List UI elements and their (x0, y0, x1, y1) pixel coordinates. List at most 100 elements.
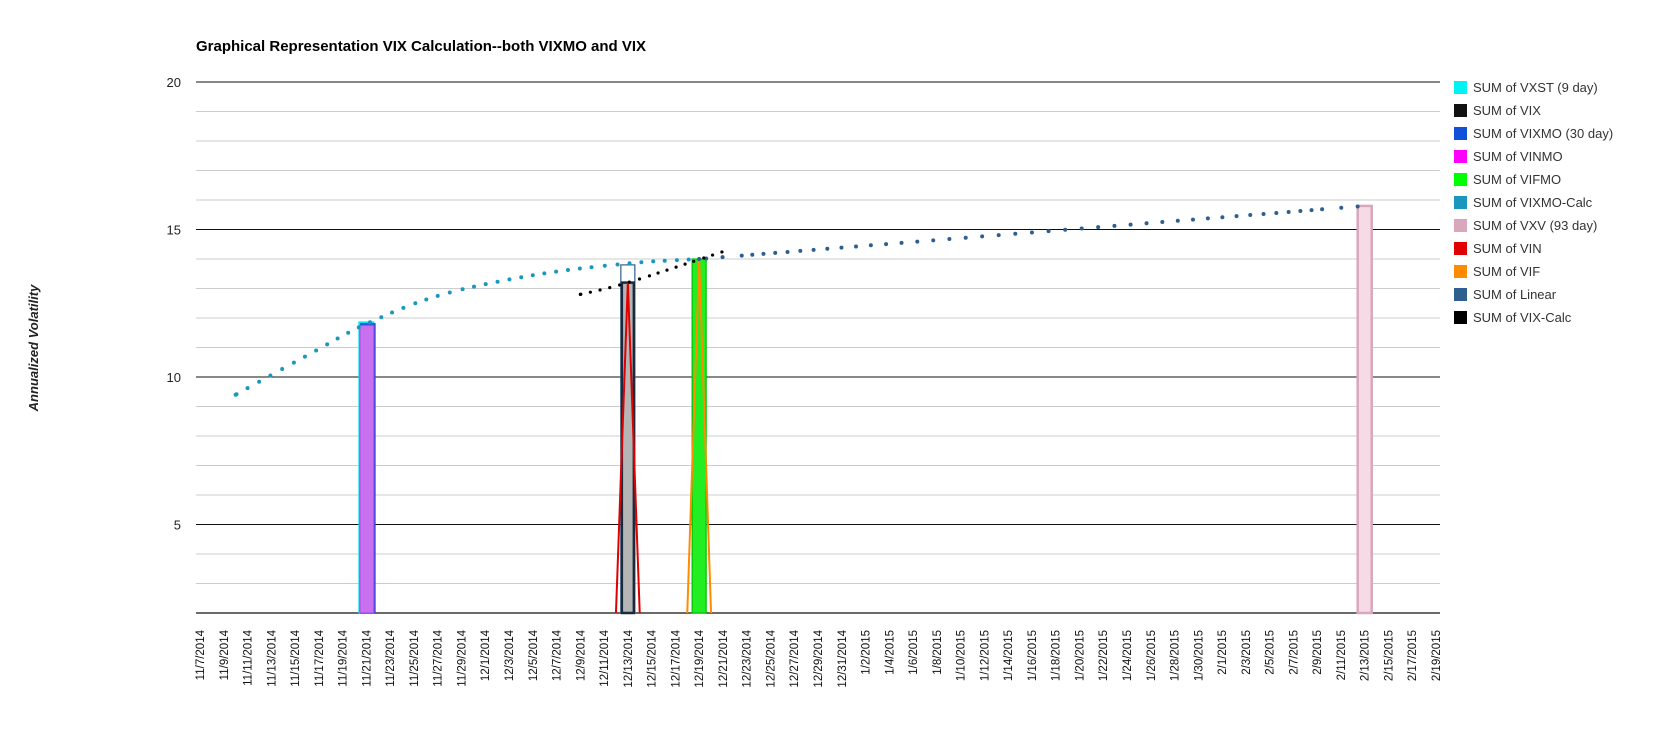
series-point (785, 249, 790, 254)
x-tick-label: 1/16/2015 (1027, 630, 1039, 681)
x-tick-label: 12/3/2014 (504, 629, 516, 681)
legend-label: SUM of VIF (1473, 264, 1540, 279)
series-point (839, 245, 844, 250)
x-tick-label: 1/14/2015 (1003, 630, 1015, 681)
series-point (1309, 208, 1314, 213)
series-point (424, 297, 429, 302)
series-point (1079, 226, 1084, 231)
x-tick-label: 12/27/2014 (789, 629, 801, 687)
x-tick-label: 2/1/2015 (1217, 630, 1229, 675)
series-point (565, 268, 570, 273)
legend-swatch (1454, 81, 1467, 94)
x-tick-label: 11/17/2014 (314, 629, 326, 686)
x-tick-label: 1/30/2015 (1193, 630, 1205, 681)
series-point (530, 273, 535, 278)
legend-label: SUM of VIX-Calc (1473, 310, 1572, 325)
x-tick-label: 12/9/2014 (575, 629, 587, 681)
x-tick-label: 11/11/2014 (243, 629, 255, 685)
series-point (245, 386, 250, 391)
series-point (401, 305, 406, 310)
legend-swatch (1454, 311, 1467, 324)
x-tick-label: 1/10/2015 (956, 630, 968, 681)
legend-label: SUM of VXV (93 day) (1473, 218, 1597, 233)
bars (358, 204, 1373, 615)
legend-label: SUM of VIFMO (1473, 172, 1561, 187)
series-point (720, 250, 724, 254)
x-tick-label: 12/11/2014 (599, 629, 611, 686)
series-point (367, 320, 372, 325)
x-tick-label: 12/1/2014 (480, 629, 492, 681)
series-lines (233, 204, 1360, 614)
series-point (825, 246, 830, 251)
x-tick-label: 11/19/2014 (338, 629, 350, 686)
bar (359, 324, 375, 614)
x-tick-label: 12/13/2014 (623, 629, 635, 687)
series-point (868, 243, 873, 248)
series-point (390, 310, 395, 315)
series-point (627, 261, 632, 266)
x-tick-label: 2/17/2015 (1407, 630, 1419, 681)
series-point (1248, 213, 1253, 218)
bar (691, 258, 707, 614)
series-point (618, 283, 622, 287)
series-point (1128, 222, 1133, 227)
series-point (1190, 217, 1195, 222)
x-tick-label: 11/27/2014 (433, 629, 445, 686)
legend-label: SUM of VIN (1473, 241, 1542, 256)
series-point (608, 286, 612, 290)
series-point (884, 242, 889, 247)
x-tick-label: 2/11/2015 (1336, 630, 1348, 680)
legend-label: SUM of Linear (1473, 287, 1557, 302)
legend-swatch (1454, 288, 1467, 301)
series-point (413, 301, 418, 306)
series-point (346, 330, 351, 335)
legend-label: SUM of VIXMO-Calc (1473, 195, 1593, 210)
series-point (602, 263, 607, 268)
series-point (291, 360, 296, 365)
x-tick-label: 2/3/2015 (1241, 630, 1253, 675)
x-tick-label: 12/29/2014 (813, 629, 825, 687)
series-point (1112, 223, 1117, 228)
series-point (1160, 220, 1165, 225)
x-axis-ticks: 11/7/2014 11/9/2014 11/11/2014 11/13/2014 11… (195, 629, 1443, 687)
x-tick-label: 1/2/2015 (861, 630, 873, 675)
y-tick-label: 5 (174, 518, 181, 533)
x-tick-label: 11/29/2014 (456, 629, 468, 686)
legend-swatch (1454, 173, 1467, 186)
series-point (710, 253, 715, 257)
chart-title: Graphical Representation VIX Calculation… (196, 38, 646, 55)
series-point (615, 262, 620, 267)
x-tick-label: 2/7/2015 (1288, 630, 1300, 675)
series-point (697, 257, 702, 261)
legend-swatch (1454, 196, 1467, 209)
series-point (980, 234, 985, 239)
series-point (963, 235, 968, 240)
series-point (750, 252, 755, 257)
series-point (720, 255, 725, 260)
series-point (495, 279, 500, 284)
series-point (325, 342, 330, 347)
series-point (627, 280, 631, 284)
series-point (1298, 209, 1303, 214)
series-point (931, 238, 936, 243)
y-tick-label: 10 (167, 370, 181, 385)
legend: SUM of VXST (9 day) SUM of VIX SUM of VIXM… (1454, 80, 1613, 325)
series-point (639, 260, 644, 265)
x-tick-label: 12/21/2014 (718, 629, 730, 687)
series-point (702, 256, 706, 260)
series-point (1029, 230, 1034, 235)
series-point (761, 251, 766, 256)
legend-label: SUM of VIX (1473, 103, 1541, 118)
series-point (577, 266, 582, 271)
legend-swatch (1454, 219, 1467, 232)
series-point (1013, 231, 1018, 236)
x-tick-label: 1/18/2015 (1051, 630, 1063, 681)
series-point (472, 284, 477, 289)
x-tick-label: 12/15/2014 (647, 629, 659, 687)
series-point (692, 259, 696, 263)
x-tick-label: 1/26/2015 (1146, 630, 1158, 681)
x-tick-label: 2/15/2015 (1383, 630, 1395, 681)
series-point (647, 274, 652, 278)
series-point (302, 354, 307, 359)
